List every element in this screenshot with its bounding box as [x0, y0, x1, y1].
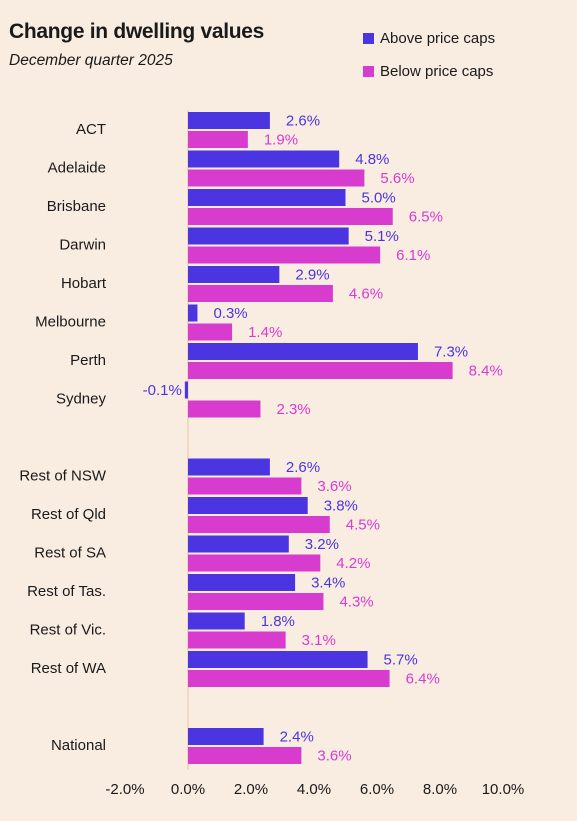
- data-label-below: 3.6%: [317, 478, 351, 495]
- category-label: Darwin: [59, 236, 106, 253]
- legend-label-above: Above price caps: [380, 29, 496, 47]
- bar-below-price-caps: [188, 477, 302, 495]
- x-tick-label: 8.0%: [423, 781, 457, 798]
- bar-below-price-caps: [188, 670, 390, 687]
- x-tick-label: 2.0%: [234, 781, 268, 798]
- category-label: Rest of Qld: [31, 506, 106, 523]
- data-label-above: 3.4%: [311, 574, 345, 591]
- data-label-above: 2.6%: [286, 459, 320, 476]
- data-label-below: 4.2%: [336, 555, 370, 572]
- data-label-above: -0.1%: [143, 382, 182, 399]
- data-label-below: 2.3%: [276, 401, 310, 418]
- x-tick-label: 0.0%: [171, 781, 205, 798]
- data-label-below: 4.6%: [349, 285, 383, 302]
- data-label-below: 6.1%: [396, 247, 430, 264]
- data-label-above: 3.2%: [305, 536, 339, 553]
- data-label-above: 2.4%: [280, 728, 314, 745]
- x-tick-label: 4.0%: [297, 781, 331, 798]
- data-label-below: 3.1%: [302, 632, 336, 649]
- bar-above-price-caps: [188, 343, 418, 360]
- bar-above-price-caps: [188, 227, 349, 245]
- legend-swatch-below: [363, 65, 374, 77]
- category-label: Rest of Tas.: [27, 583, 106, 600]
- category-label: Rest of NSW: [19, 467, 107, 484]
- bar-below-price-caps: [188, 554, 321, 572]
- legend-label-below: Below price caps: [380, 62, 494, 80]
- x-tick-label: 6.0%: [360, 781, 394, 798]
- data-label-above: 5.1%: [365, 228, 399, 245]
- data-label-below: 1.9%: [264, 131, 298, 148]
- category-label: Rest of WA: [31, 660, 106, 677]
- bar-below-price-caps: [188, 169, 365, 187]
- bar-below-price-caps: [188, 208, 393, 225]
- legend-swatch-above: [363, 32, 374, 44]
- category-label: Melbourne: [35, 313, 106, 330]
- bar-below-price-caps: [188, 631, 286, 649]
- category-label: Rest of SA: [34, 544, 106, 561]
- bar-below-price-caps: [188, 246, 381, 264]
- data-label-below: 4.5%: [346, 516, 380, 533]
- category-label: ACT: [76, 121, 106, 138]
- bar-above-price-caps: [188, 497, 308, 514]
- chart-title: Change in dwelling values: [9, 20, 265, 43]
- bar-below-price-caps: [188, 593, 324, 610]
- bar-above-price-caps: [188, 150, 340, 168]
- bar-below-price-caps: [188, 131, 248, 148]
- category-label: Rest of Vic.: [30, 621, 106, 638]
- bar-below-price-caps: [188, 285, 333, 302]
- bar-above-price-caps: [188, 304, 198, 322]
- category-label: National: [51, 737, 106, 754]
- bar-above-price-caps: [188, 651, 368, 668]
- data-label-below: 8.4%: [469, 362, 503, 379]
- data-label-below: 4.3%: [339, 593, 373, 610]
- chart-subtitle: December quarter 2025: [9, 52, 173, 69]
- bar-above-price-caps: [184, 381, 188, 399]
- data-label-below: 1.4%: [248, 324, 282, 341]
- data-label-above: 2.9%: [295, 266, 329, 283]
- bar-below-price-caps: [188, 400, 261, 418]
- data-label-above: 2.6%: [286, 112, 320, 129]
- legend-item-above: Above price caps: [363, 29, 496, 47]
- data-label-above: 0.3%: [213, 305, 247, 322]
- bar-above-price-caps: [188, 458, 270, 476]
- x-tick-label: 10.0%: [482, 781, 525, 798]
- data-label-above: 5.0%: [362, 189, 396, 206]
- data-label-below: 6.4%: [406, 670, 440, 687]
- bar-above-price-caps: [188, 535, 289, 553]
- x-tick-label: -2.0%: [105, 781, 144, 798]
- data-label-below: 5.6%: [380, 170, 414, 187]
- data-label-above: 7.3%: [434, 343, 468, 360]
- category-label: Perth: [70, 352, 106, 369]
- bar-above-price-caps: [188, 112, 270, 129]
- bar-above-price-caps: [188, 612, 245, 630]
- data-label-above: 4.8%: [355, 151, 389, 168]
- bar-above-price-caps: [188, 189, 346, 206]
- bar-above-price-caps: [188, 728, 264, 745]
- category-label: Brisbane: [47, 198, 106, 215]
- data-label-above: 1.8%: [261, 613, 295, 630]
- legend-item-below: Below price caps: [363, 62, 495, 80]
- legend: Above price caps Below price caps: [363, 30, 495, 96]
- data-label-below: 3.6%: [317, 747, 351, 764]
- bar-below-price-caps: [188, 516, 330, 533]
- category-label: Sydney: [56, 390, 107, 407]
- bar-below-price-caps: [188, 323, 233, 341]
- data-label-above: 3.8%: [324, 497, 358, 514]
- category-label: Adelaide: [48, 159, 106, 176]
- data-label-below: 6.5%: [409, 208, 443, 225]
- category-label: Hobart: [61, 275, 107, 292]
- bar-below-price-caps: [188, 747, 302, 764]
- data-label-above: 5.7%: [384, 651, 418, 668]
- bar-below-price-caps: [188, 362, 453, 379]
- bar-above-price-caps: [188, 266, 280, 283]
- bar-above-price-caps: [188, 574, 296, 591]
